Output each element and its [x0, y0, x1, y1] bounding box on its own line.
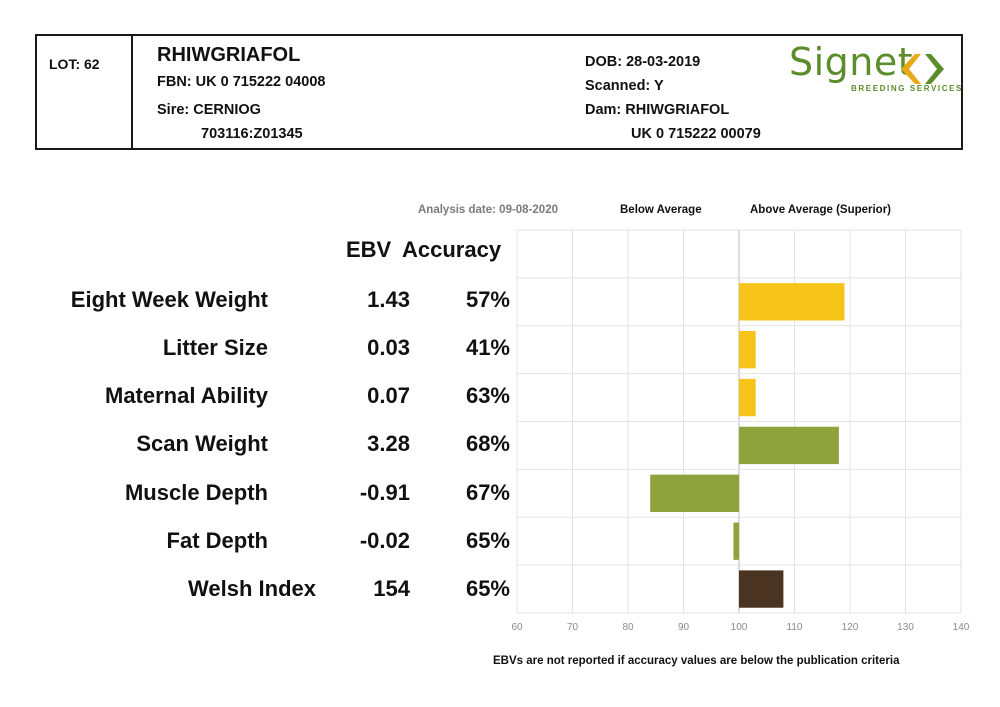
bar — [739, 331, 756, 369]
chevrons-icon — [901, 54, 944, 84]
x-tick-label: 60 — [511, 622, 523, 633]
trait-ebv: 3.28 — [367, 431, 410, 456]
trait-accuracy: 57% — [465, 287, 510, 312]
trait-accuracy: 67% — [465, 480, 510, 505]
bar — [739, 570, 784, 608]
bar — [739, 378, 756, 417]
accuracy-column-header: Accuracy — [402, 237, 502, 262]
trait-name: Eight Week Weight — [70, 287, 268, 312]
dam-id: UK 0 715222 00079 — [631, 126, 761, 142]
fbn: FBN: UK 0 715222 04008 — [157, 74, 326, 90]
above-average-label: Above Average (Superior) — [750, 204, 892, 216]
trait-name: Litter Size — [162, 335, 268, 360]
trait-accuracy: 65% — [465, 576, 510, 601]
trait-accuracy: 63% — [465, 383, 510, 408]
ebv-bar-chart: 60 70 80 90 100 110 120 130 140 — [511, 229, 970, 633]
trait-accuracy: 68% — [465, 431, 510, 456]
x-tick-label: 100 — [731, 622, 748, 633]
below-average-label: Below Average — [620, 204, 702, 216]
trait-name: Muscle Depth — [124, 480, 268, 505]
ebv-column-header: EBV — [346, 237, 392, 262]
bar — [650, 474, 739, 512]
bar — [739, 283, 845, 321]
x-tick-label: 110 — [787, 622, 803, 633]
trait-ebv: 0.07 — [367, 383, 410, 408]
bar — [733, 522, 739, 560]
trait-accuracy: 41% — [465, 335, 510, 360]
scanned: Scanned: Y — [585, 78, 664, 94]
logo-subtitle: BREEDING SERVICES — [851, 84, 963, 93]
signet-logo: Signet BREEDING SERVICES — [789, 40, 961, 102]
trait-ebv: -0.02 — [359, 528, 410, 553]
lot-number: LOT: 62 — [49, 56, 100, 72]
x-tick-label: 140 — [953, 622, 970, 633]
sire-id: 703116:Z01345 — [201, 126, 303, 142]
x-tick-label: 120 — [842, 622, 859, 633]
logo-word: Signet — [789, 40, 914, 84]
trait-ebv: -0.91 — [359, 480, 410, 505]
trait-name: Scan Weight — [136, 431, 268, 456]
lot-cell: LOT: 62 — [37, 36, 133, 148]
trait-name: Welsh Index — [188, 576, 316, 601]
animal-name: RHIWGRIAFOL — [157, 44, 301, 66]
dob: DOB: 28-03-2019 — [585, 54, 701, 70]
x-tick-label: 70 — [567, 622, 579, 633]
animal-header: LOT: 62 RHIWGRIAFOL FBN: UK 0 715222 040… — [35, 34, 963, 150]
dam: Dam: RHIWGRIAFOL — [585, 102, 730, 118]
trait-ebv: 1.43 — [367, 287, 410, 312]
trait-name: Fat Depth — [166, 528, 268, 553]
x-tick-label: 80 — [622, 622, 634, 633]
trait-name: Maternal Ability — [105, 383, 268, 408]
trait-ebv: 0.03 — [367, 335, 410, 360]
trait-accuracy: 65% — [465, 528, 510, 553]
sire: Sire: CERNIOG — [157, 102, 261, 118]
bar — [739, 426, 839, 465]
x-tick-label: 90 — [678, 622, 690, 633]
analysis-date: Analysis date: 09-08-2020 — [418, 204, 558, 216]
footnote: EBVs are not reported if accuracy values… — [493, 655, 900, 667]
trait-ebv: 154 — [373, 576, 410, 601]
x-tick-label: 130 — [897, 622, 914, 633]
